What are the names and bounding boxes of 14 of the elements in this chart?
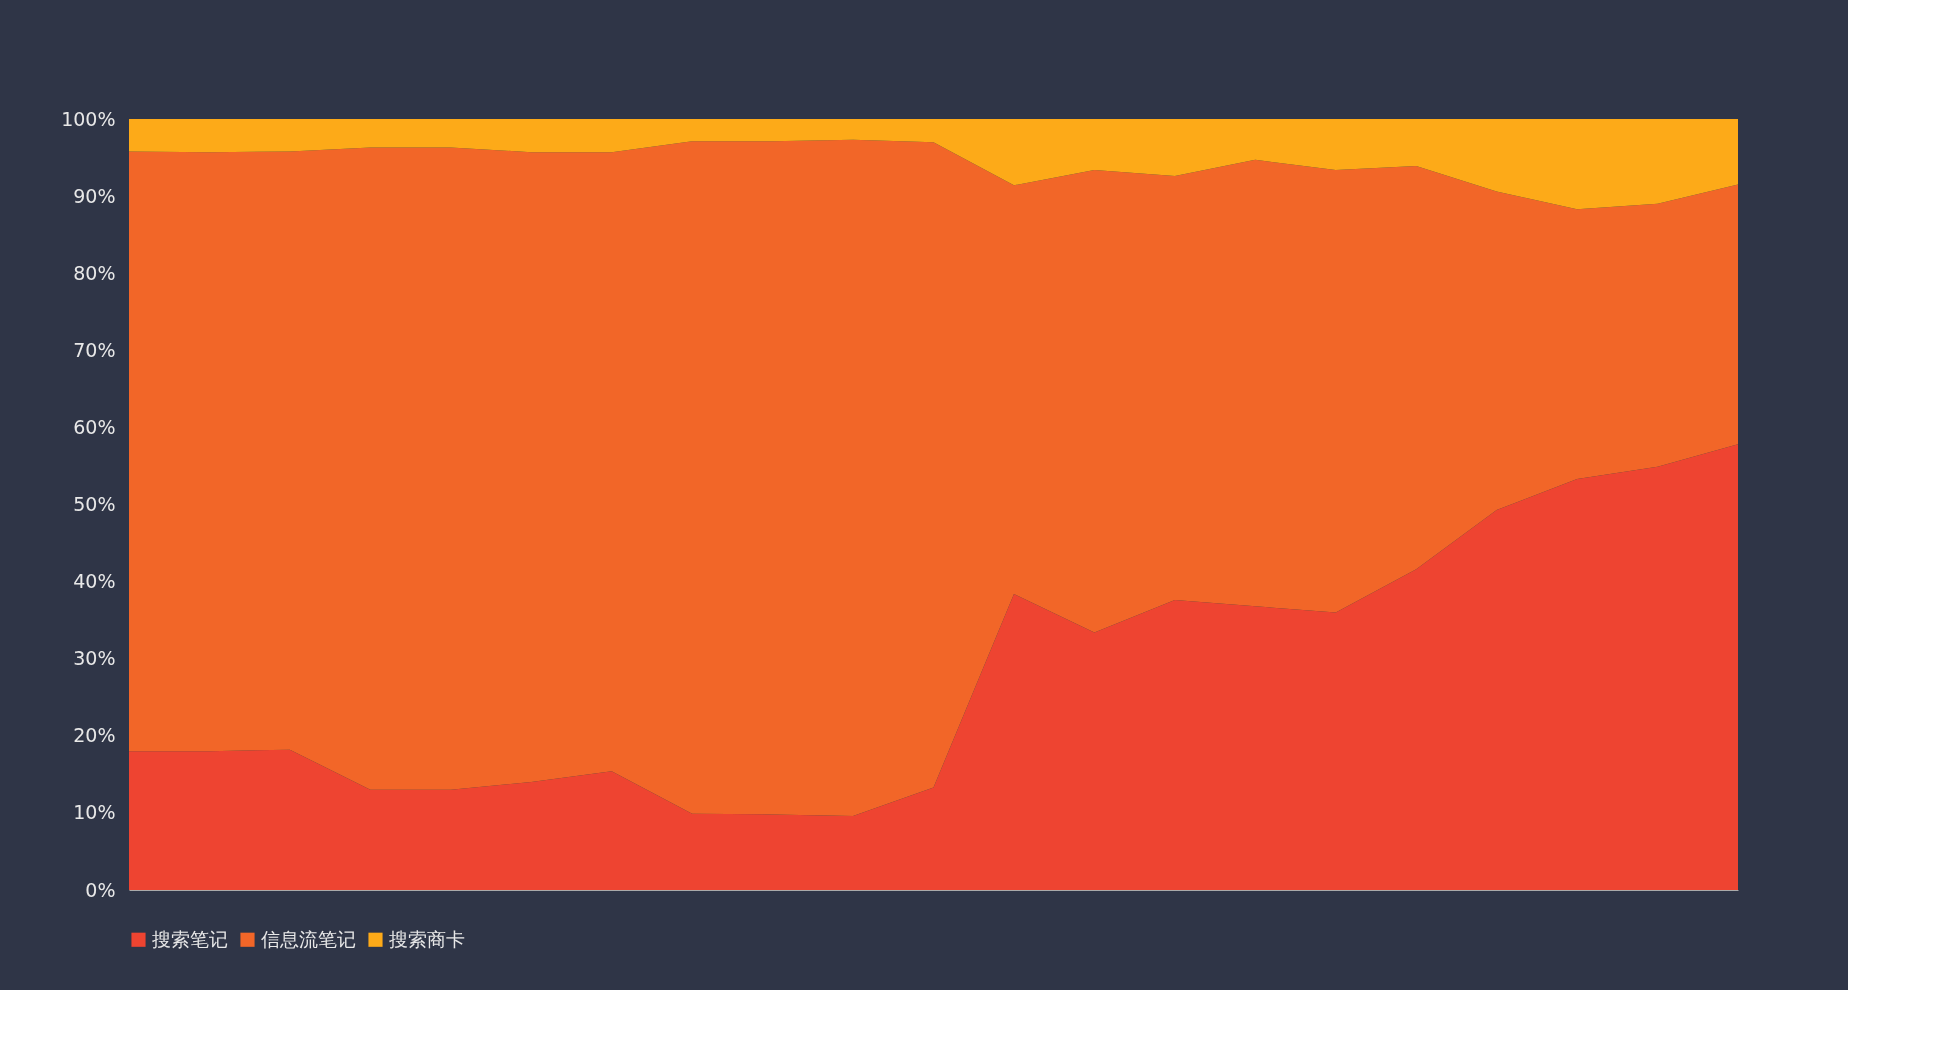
y-tick-label: 40%	[73, 570, 116, 593]
legend-label: 信息流笔记	[261, 927, 356, 950]
y-tick-label: 20%	[73, 724, 116, 747]
y-tick-label: 10%	[73, 801, 116, 824]
y-tick-label: 0%	[85, 878, 116, 901]
y-tick-label: 70%	[73, 338, 116, 361]
y-tick-label: 90%	[73, 184, 116, 207]
y-tick-label: 80%	[73, 261, 116, 284]
y-tick-label: 50%	[73, 493, 116, 515]
legend-label: 搜索笔记	[152, 927, 228, 950]
y-tick-label: 30%	[73, 647, 116, 670]
y-tick-label: 100%	[61, 107, 116, 130]
legend-label: 搜索商卡	[389, 927, 465, 950]
y-tick-label: 60%	[73, 415, 116, 438]
